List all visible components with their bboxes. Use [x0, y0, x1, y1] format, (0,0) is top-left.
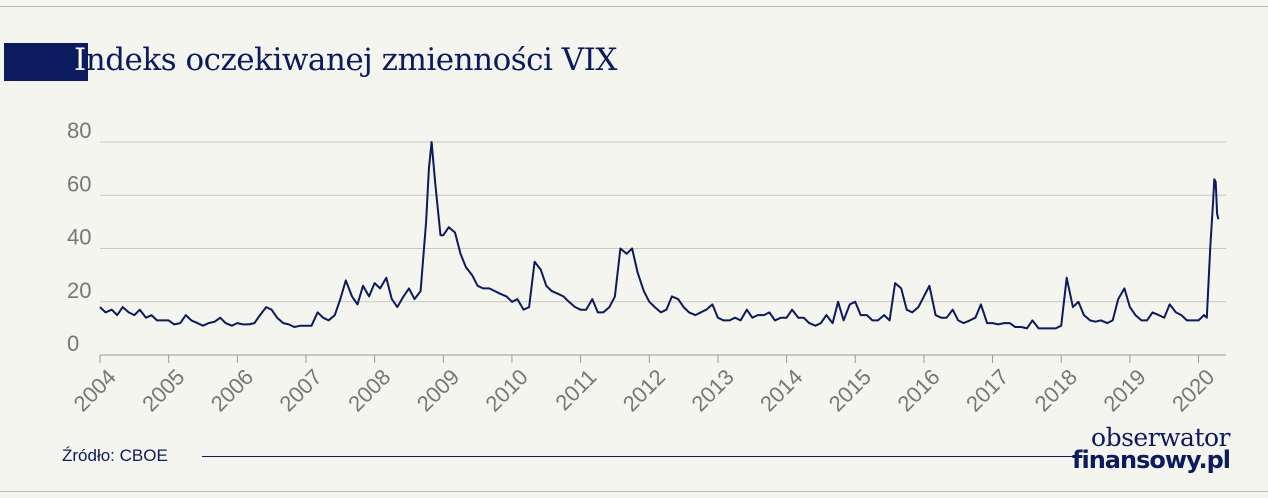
x-tick-label: 2015 — [824, 364, 876, 416]
x-tick-label: 2016 — [892, 364, 944, 416]
y-tick-label: 40 — [67, 225, 91, 250]
grid-lines — [100, 141, 1226, 356]
x-tick-label: 2017 — [961, 364, 1013, 416]
title-text: ndeks oczekiwanej zmienności VIX — [85, 42, 618, 78]
top-rule — [0, 6, 1268, 7]
x-tick-label: 2005 — [137, 364, 189, 416]
x-tick-label: 2013 — [686, 364, 738, 416]
x-tick-label: 2014 — [755, 364, 807, 416]
bottom-rule — [0, 491, 1268, 492]
y-tick-label: 0 — [67, 331, 79, 356]
x-tick-label: 2012 — [618, 364, 670, 416]
chart-title: Indeks oczekiwanej zmienności VIX — [74, 42, 617, 78]
x-tick-label: 2006 — [206, 364, 258, 416]
logo-line-2: finansowy.pl — [1072, 446, 1231, 474]
x-tick-label: 2009 — [412, 364, 464, 416]
vix-series-line — [99, 141, 1220, 330]
y-axis-ticks: 0 20 40 60 80 — [67, 118, 91, 356]
source-label: Źródło: CBOE — [62, 446, 168, 465]
x-tick-label: 2010 — [481, 364, 533, 416]
logo-line-1: obserwator — [1091, 423, 1230, 452]
x-tick-label: 2019 — [1098, 364, 1150, 416]
title-initial: I — [74, 42, 86, 78]
y-tick-label: 80 — [67, 118, 91, 143]
y-tick-label: 60 — [67, 171, 91, 196]
x-tick-label: 2007 — [275, 364, 327, 416]
y-tick-label: 20 — [67, 278, 91, 303]
x-tick-label: 2008 — [343, 364, 395, 416]
x-tick-label: 2004 — [69, 364, 121, 416]
x-tick-label: 2020 — [1167, 364, 1219, 416]
x-tick-label: 2018 — [1030, 364, 1082, 416]
x-axis-ticks: 2004 2005 2006 2007 2008 2009 2010 2011 2012 2013… — [69, 355, 1219, 416]
source-divider — [202, 456, 1074, 457]
title-accent-bar — [4, 43, 88, 81]
x-tick-label: 2011 — [550, 364, 601, 415]
publisher-logo: obserwator finansowy.pl — [1072, 423, 1231, 474]
